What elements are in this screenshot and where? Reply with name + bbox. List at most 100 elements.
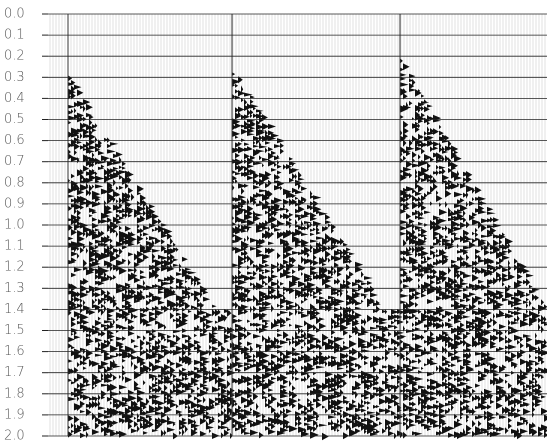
wiggle [173, 242, 182, 440]
wiggle [409, 73, 418, 428]
wiggle [475, 186, 484, 436]
wiggle [182, 256, 191, 437]
wiggle [358, 279, 367, 428]
y-tick-label: 0.0 [4, 7, 25, 22]
wiggle [212, 304, 221, 439]
wiggle [499, 233, 507, 432]
wiggle [149, 204, 158, 428]
wiggle [68, 75, 77, 438]
wiggle [95, 123, 104, 430]
wiggle [316, 210, 325, 429]
wiggle [104, 137, 113, 437]
wiggle [502, 232, 510, 419]
wiggle [382, 309, 390, 434]
wiggle [113, 153, 122, 425]
wiggle [241, 85, 250, 435]
wiggle [529, 284, 538, 435]
wiggle [331, 223, 340, 431]
wiggle [80, 105, 89, 439]
wiggle [131, 193, 139, 434]
wiggle [430, 116, 439, 426]
y-tick-label: 1.2 [4, 260, 25, 275]
wiggle [83, 99, 92, 432]
wiggle [385, 309, 394, 431]
wiggle [224, 309, 233, 437]
wiggle [244, 92, 253, 435]
wiggle [379, 317, 388, 426]
y-tick-label: 0.8 [4, 175, 25, 190]
y-tick-label: 0.2 [4, 49, 25, 64]
wiggle [89, 114, 98, 410]
wiggle [496, 235, 505, 432]
wiggle [544, 304, 547, 438]
wiggle [532, 287, 541, 437]
wiggle [472, 187, 481, 438]
wiggle [209, 332, 217, 434]
y-tick-label: 1.3 [4, 281, 25, 296]
wiggle [247, 103, 256, 425]
wiggle [304, 198, 313, 435]
wiggle [514, 258, 523, 438]
wiggle [307, 204, 316, 431]
wiggle [155, 227, 164, 431]
wiggle [179, 263, 188, 435]
wiggle [340, 238, 349, 429]
wiggle [364, 276, 373, 434]
y-tick-label: 0.1 [4, 28, 25, 43]
wiggle [541, 299, 547, 431]
wiggle [445, 135, 454, 431]
wiggle [298, 171, 307, 433]
wiggle [454, 150, 463, 438]
wiggle [349, 252, 358, 437]
wiggle [158, 218, 167, 428]
wiggle [256, 109, 265, 426]
wiggle [490, 217, 499, 438]
wiggle [406, 101, 415, 431]
y-tick-label: 1.0 [4, 218, 25, 233]
wiggle [478, 196, 487, 435]
wiggle [487, 206, 496, 436]
wiggle [289, 157, 298, 433]
wiggle [262, 114, 271, 424]
wiggle [92, 124, 101, 435]
y-tick-label: 0.9 [4, 196, 25, 211]
wiggle [325, 214, 334, 414]
wiggle [370, 285, 379, 436]
wiggle [277, 138, 286, 436]
wiggle [301, 186, 310, 438]
wiggle [268, 123, 277, 435]
wiggle [433, 114, 442, 428]
y-tick-label: 1.9 [4, 407, 25, 422]
wiggle [355, 261, 364, 434]
wiggle [343, 242, 352, 440]
wiggle [520, 263, 529, 435]
wiggle [215, 309, 224, 406]
wiggle [274, 144, 283, 425]
wiggle [346, 247, 354, 431]
wiggle [164, 228, 173, 436]
wiggle [427, 104, 436, 432]
wiggle [421, 94, 430, 427]
wiggle [460, 183, 469, 438]
wiggle [250, 95, 259, 436]
y-tick-label: 2.0 [4, 429, 25, 443]
wiggle [176, 247, 185, 415]
wiggle [128, 170, 137, 430]
wiggle [227, 309, 236, 432]
y-tick-label: 1.8 [4, 386, 25, 401]
y-tick-label: 0.3 [4, 70, 25, 85]
wiggle [334, 239, 343, 432]
wiggle [143, 200, 152, 435]
wiggle [394, 314, 403, 440]
wiggle [77, 89, 86, 431]
y-tick-label: 0.7 [4, 154, 25, 169]
wiggle [418, 89, 427, 425]
wiggle [439, 124, 448, 436]
wiggle [167, 232, 176, 433]
wiggle [442, 134, 451, 434]
wiggle [538, 304, 547, 437]
wiggle [397, 309, 405, 437]
y-tick-label: 1.1 [4, 239, 25, 254]
wiggle [253, 106, 261, 427]
wiggle [352, 281, 361, 429]
